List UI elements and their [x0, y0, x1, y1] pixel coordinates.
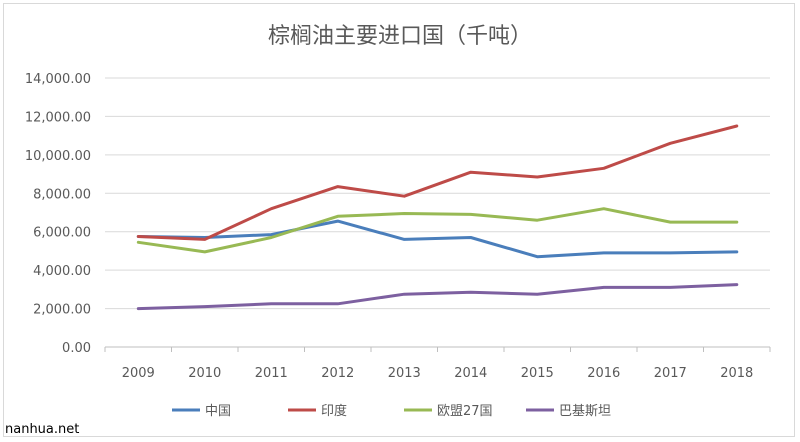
x-tick-label: 2017	[654, 366, 687, 381]
y-tick-label: 14,000.00	[25, 72, 91, 87]
chart-title: 棕榈油主要进口国（千吨）	[268, 24, 532, 49]
watermark: nanhua.net	[5, 422, 80, 437]
legend-label: 欧盟27国	[437, 404, 493, 419]
x-axis: 2009 2010 2011 2012 2013 2014 2015 2016 2017 2018	[104, 347, 771, 381]
y-tick-label: 0.00	[62, 341, 91, 356]
x-tick-label: 2010	[188, 366, 221, 381]
y-axis: 0.00 2,000.00 4,000.00 6,000.00 8,000.00 10,0…	[25, 72, 91, 356]
legend-label: 印度	[321, 403, 347, 419]
y-tick-label: 6,000.00	[33, 226, 91, 241]
x-tick-label: 2018	[720, 366, 753, 381]
legend: 中国 印度 欧盟27国 巴基斯坦	[172, 403, 611, 419]
grid-lines	[105, 77, 770, 348]
x-tick-label: 2012	[321, 366, 354, 381]
legend-label: 巴基斯坦	[559, 404, 611, 419]
legend-label: 中国	[205, 404, 231, 419]
series-lines	[136, 124, 739, 311]
x-tick-label: 2013	[388, 366, 421, 381]
series-line-中国	[136, 219, 739, 259]
series-line-印度	[136, 124, 739, 241]
chart-frame	[3, 3, 795, 437]
y-tick-label: 8,000.00	[33, 187, 91, 202]
series-line-巴基斯坦	[136, 283, 739, 311]
series-line-欧盟27国	[136, 207, 739, 254]
y-tick-label: 10,000.00	[25, 149, 91, 164]
y-tick-label: 2,000.00	[33, 303, 91, 318]
x-tick-label: 2011	[255, 366, 288, 381]
y-tick-label: 4,000.00	[33, 264, 91, 279]
x-tick-label: 2009	[122, 366, 155, 381]
x-tick-label: 2015	[521, 366, 554, 381]
x-tick-label: 2014	[454, 366, 487, 381]
y-tick-label: 12,000.00	[25, 110, 91, 125]
x-tick-label: 2016	[587, 366, 620, 381]
